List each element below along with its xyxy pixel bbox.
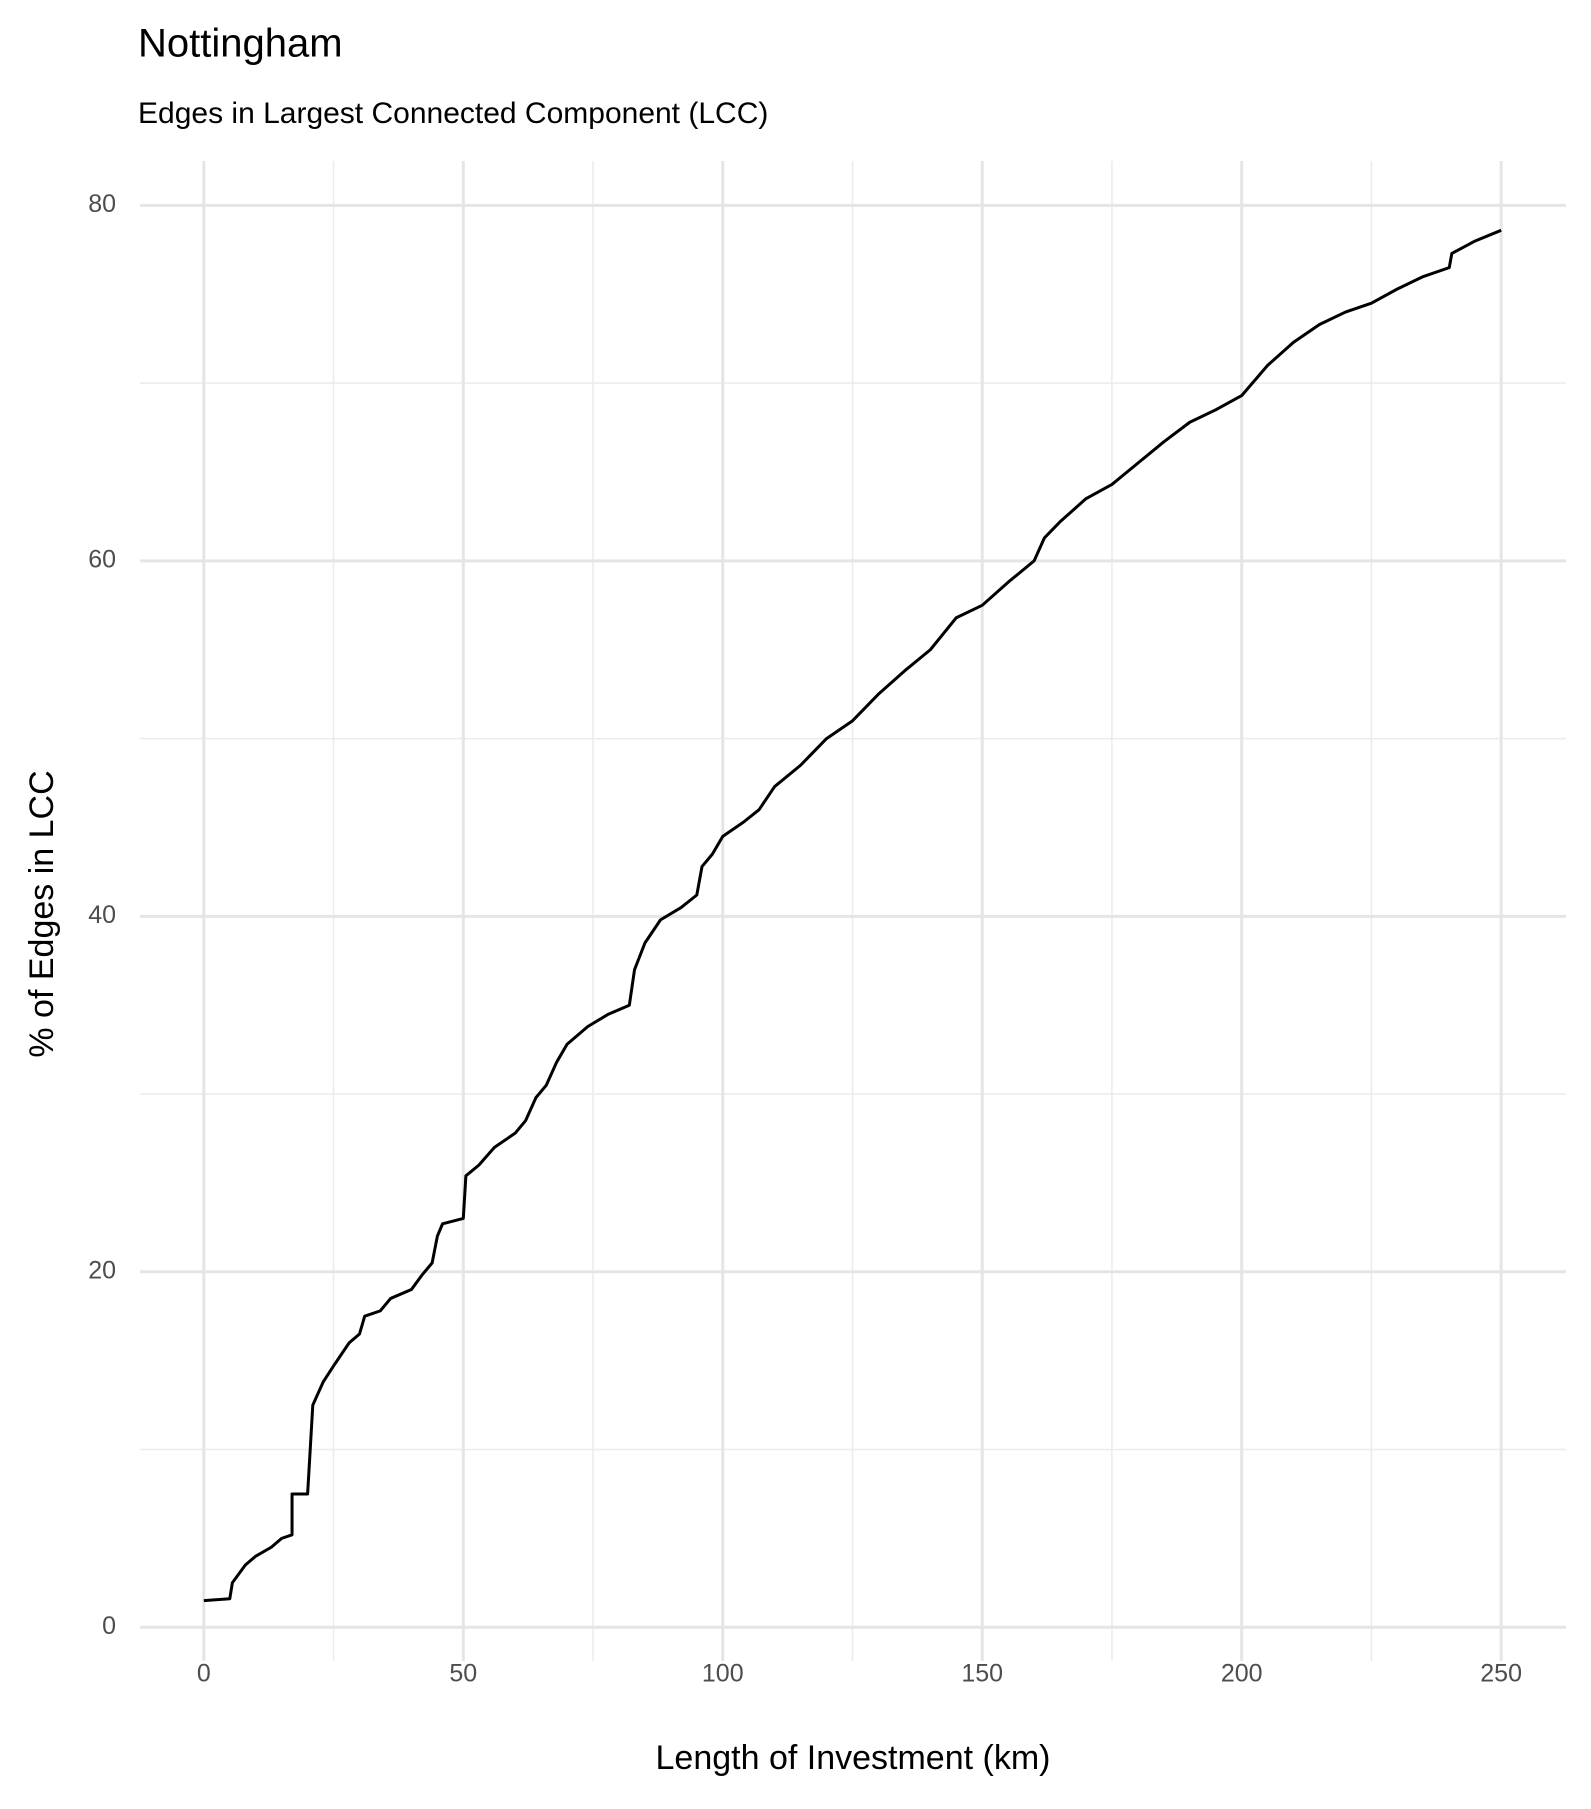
x-tick-label: 50: [449, 1660, 477, 1688]
x-axis-title: Length of Investment (km): [656, 1739, 1051, 1777]
x-tick-label: 0: [197, 1660, 211, 1688]
y-axis-title: % of Edges in LCC: [23, 770, 61, 1057]
x-tick-label: 250: [1480, 1660, 1522, 1688]
y-tick-label: 60: [88, 545, 116, 573]
chart-subtitle: Edges in Largest Connected Component (LC…: [138, 97, 768, 130]
y-tick-label: 80: [88, 190, 116, 218]
data-line: [203, 228, 1502, 1603]
x-tick-label: 100: [702, 1660, 744, 1688]
chart-title: Nottingham: [138, 22, 343, 66]
x-tick-label: 150: [961, 1660, 1003, 1688]
y-tick-label: 40: [88, 901, 116, 929]
x-tick-label: 200: [1221, 1660, 1263, 1688]
y-tick-label: 20: [88, 1256, 116, 1284]
y-tick-label: 0: [102, 1612, 116, 1640]
